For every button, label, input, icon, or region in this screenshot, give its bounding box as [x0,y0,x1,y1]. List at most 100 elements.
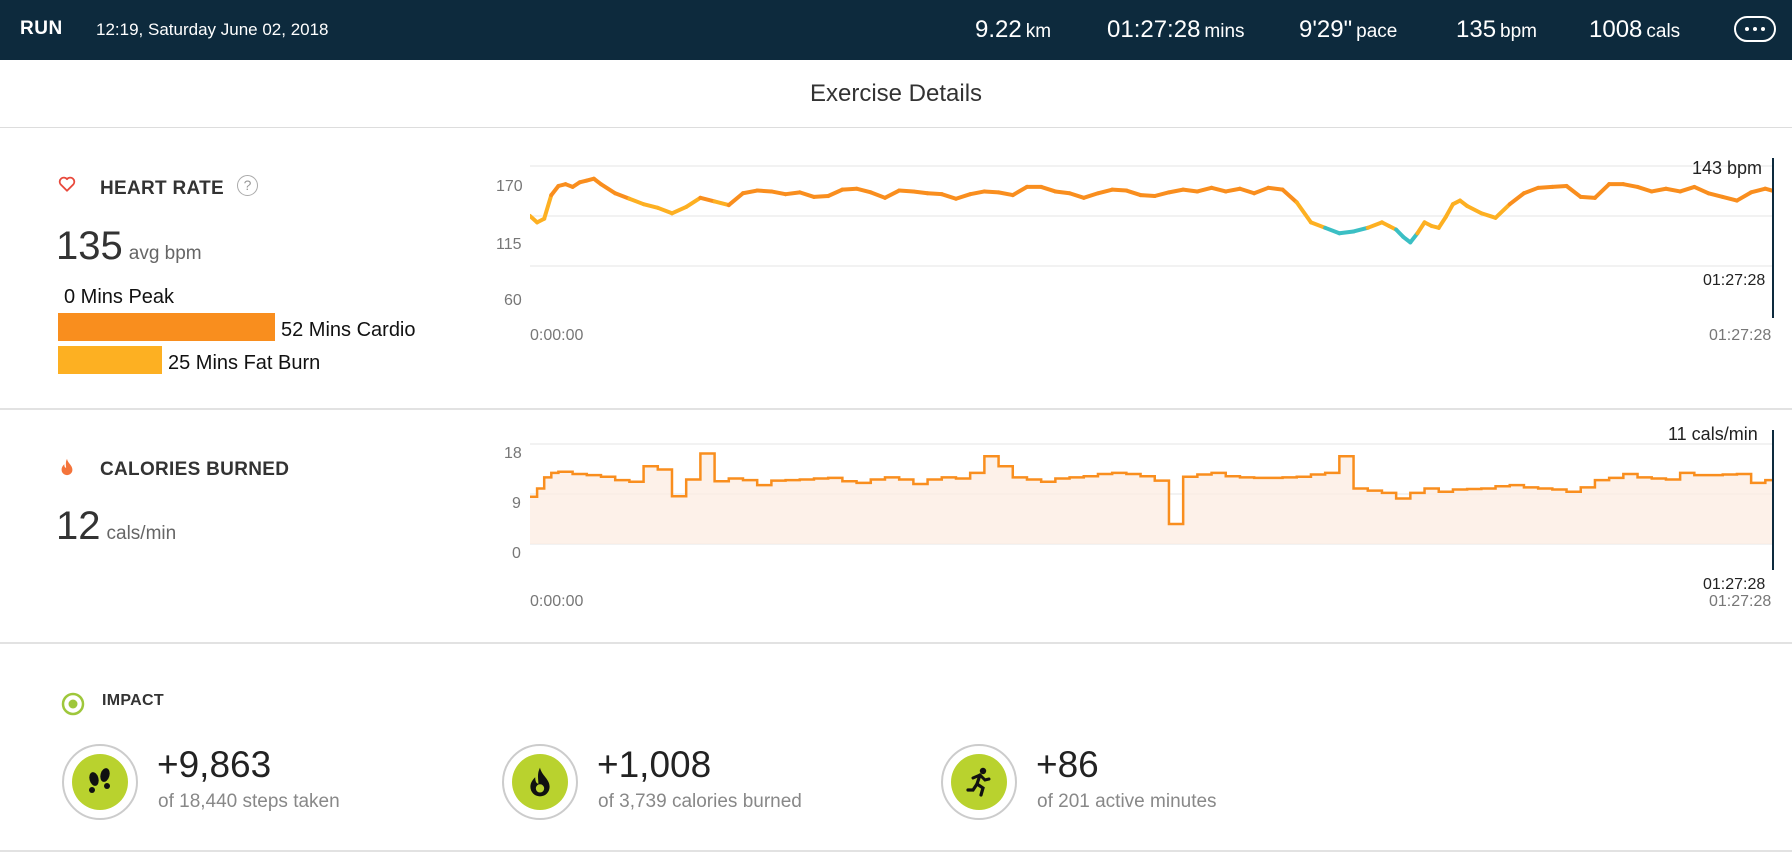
hr-line-segment [882,188,902,200]
hr-line-segment [996,190,1015,198]
hr-current-value: 143 bpm [1692,158,1763,178]
hr-line-segment [669,204,689,216]
duration-stat: 01:27:28 mins [1107,16,1245,44]
hr-line-segment [982,189,1001,195]
hr-line-segment [1734,190,1754,203]
impact-heading: IMPACT [102,692,164,709]
avg-heart-rate-unit: avg bpm [128,243,202,264]
hr-line-segment [1763,186,1774,193]
hr-line-segment [1280,187,1299,205]
hr-line-segment [740,188,760,196]
hr-line-segment [1536,184,1555,190]
hr-line-segment [1266,185,1285,192]
activity-type: RUN [20,18,63,39]
heart-rate-heading: HEART RATE [100,178,225,199]
hr-line-segment [811,194,831,199]
hr-line-segment [1323,225,1342,236]
hr-line-segment [1635,184,1654,194]
hr-line-segment [1095,187,1115,196]
cal-x-end: 01:27:28 [1709,593,1772,610]
pace-stat: 9'29" pace [1299,16,1397,44]
hr-line-segment [1592,182,1612,200]
hr-line-segment [1443,202,1455,219]
zone-cardio-bar [58,313,275,341]
hr-x-start: 0:00:00 [530,327,584,344]
hr-line-segment [641,202,660,210]
calories-impact-value: +1,008 [597,744,712,785]
hr-line-segment [840,186,859,192]
hr-line-segment [1578,194,1597,200]
hr-ytick-170: 170 [496,178,523,195]
heart-rate-stat: 135 bpm [1456,16,1537,44]
hr-line-segment [598,182,618,196]
hr-line-segment [684,195,703,209]
hr-line-segment [925,191,944,197]
cal-x-start: 0:00:00 [530,593,584,610]
more-dots-icon[interactable] [1734,16,1776,42]
hr-line-segment [953,192,973,201]
hr-line-segment [1237,186,1257,196]
footprints-icon [89,768,110,793]
flame-icon [61,458,73,476]
hr-line-segment [797,190,816,199]
cal-ytick-0: 0 [512,545,521,562]
pace-value: 9'29" [1299,16,1353,43]
duration-unit: mins [1204,21,1245,42]
calories-chart [530,430,1774,570]
heart-rate-value: 135 [1456,16,1497,43]
target-icon [61,692,85,716]
question-icon[interactable]: ? [237,175,258,196]
hr-line-segment [1067,191,1086,200]
hr-line-segment [1081,191,1100,200]
zone-fatburn-label: 25 Mins Fat Burn [168,352,321,374]
hr-line-segment [1706,191,1725,199]
cal-ytick-9: 9 [512,495,521,512]
hr-line-segment [1692,184,1711,196]
hr-line-segment [1138,193,1157,198]
hr-line-segment [1209,185,1228,194]
hr-cursor-time: 01:27:28 [1703,272,1766,289]
hr-line-segment [1365,220,1384,230]
calories-impact-subtitle: of 3,739 calories burned [598,791,802,812]
hr-line-segment [1678,184,1697,194]
hr-line-segment [897,188,916,194]
hr-line-segment [1415,220,1427,236]
hr-line-segment [1493,202,1512,220]
hr-line-segment [1720,194,1739,203]
exercise-summary-bar: RUN 12:19, Saturday June 02, 2018 9.22 km… [0,0,1792,60]
hr-line-segment [1294,200,1313,225]
calories-section: CALORIES BURNED 12 cals/min 18 9 0 11 cal… [0,410,1792,644]
zone-fatburn-bar [58,346,162,374]
hr-line-segment [1166,187,1186,195]
heart-icon [58,176,76,192]
cal-step-line [530,452,1774,526]
hr-line-segment [1223,186,1242,194]
hr-line-segment [613,191,632,201]
hr-line-segment [1521,185,1541,196]
hr-line-segment [1436,214,1448,230]
hr-line-segment [1564,184,1583,199]
hr-line-segment [1308,220,1328,230]
hr-line-segment [1649,186,1668,194]
calories-value: 1008 [1589,16,1643,43]
avg-heart-rate-value: 135 [56,224,123,268]
hr-line-segment [1479,211,1498,220]
hr-line-segment [1351,225,1370,234]
active-minutes-value: +86 [1036,744,1099,785]
hr-line-segment [968,189,987,197]
hr-line-segment [627,196,646,207]
hr-line-segment [1550,184,1569,189]
calories-unit: cals [1646,21,1681,42]
zone-peak-label: 0 Mins Peak [64,286,175,308]
hr-line-segment [1465,204,1484,216]
calories-stat: 1008 cals [1589,16,1680,44]
calories-rate-value: 12 [56,504,101,548]
hr-line-segment [1039,184,1058,194]
steps-subtitle: of 18,440 steps taken [158,791,340,812]
hr-line-segment [542,193,554,221]
heart-rate-section: HEART RATE ? 135 avg bpm 0 Mins Peak 52 M… [0,128,1792,410]
impact-active-badge [941,744,1017,820]
hr-line-segment [1749,186,1768,195]
hr-line-segment [698,195,717,204]
hr-line-segment [1181,187,1200,194]
